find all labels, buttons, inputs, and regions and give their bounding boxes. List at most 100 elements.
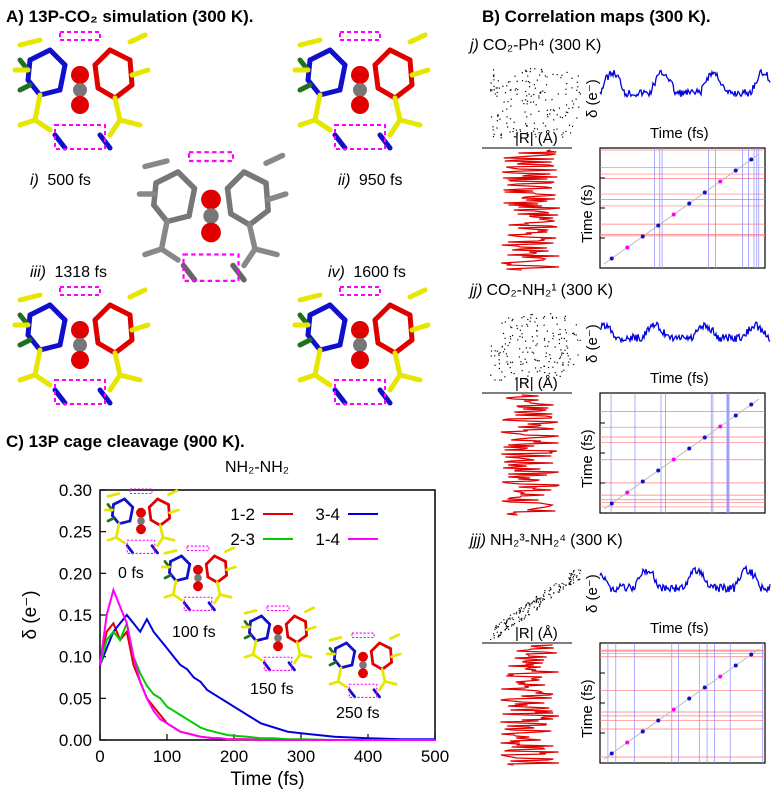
bond	[307, 302, 333, 318]
scatter-point	[509, 326, 512, 328]
bond	[263, 180, 271, 214]
scatter-point	[529, 320, 531, 322]
bond	[298, 653, 313, 659]
scatter-point	[500, 134, 502, 136]
scatter-point	[525, 90, 527, 93]
scatter-point	[492, 69, 495, 71]
map-temp: (300 K)	[570, 532, 622, 549]
panel-a-title: A) 13P-CO₂ simulation (300 K).	[6, 7, 254, 26]
bond	[215, 573, 228, 584]
map-point	[718, 179, 723, 184]
scatter-point	[496, 631, 498, 633]
hbond-bottom	[334, 379, 386, 405]
scatter-point	[576, 575, 578, 577]
scatter-point	[504, 348, 506, 350]
bond	[163, 549, 178, 555]
bond	[225, 565, 237, 572]
bond	[295, 641, 302, 656]
oxygen-atom	[71, 321, 89, 339]
scatter-point	[521, 72, 524, 74]
bond	[37, 342, 63, 353]
cleavage-snapshot-2	[240, 605, 317, 672]
bond	[286, 635, 299, 644]
scatter-point	[501, 322, 503, 324]
scatter-point	[570, 584, 572, 586]
scatter-point	[536, 598, 538, 601]
bond	[372, 47, 393, 68]
scatter-point	[492, 74, 495, 76]
scatter-point	[516, 327, 518, 330]
hbond-top	[186, 545, 210, 552]
map-point	[609, 751, 614, 756]
bond	[17, 37, 43, 48]
scatter-point	[536, 330, 538, 332]
bond	[186, 185, 198, 219]
scatter-point	[540, 68, 543, 71]
scatter-point	[519, 329, 522, 331]
hbond-top	[59, 31, 101, 41]
scatter-point	[540, 367, 542, 369]
scatter-point	[490, 638, 492, 641]
bond	[409, 322, 431, 333]
bond	[32, 347, 43, 378]
scatter-point	[539, 601, 542, 603]
scatter-point	[538, 605, 541, 608]
correlation-maps: j) CO₂-Ph⁴ (300 K)|R| (Å) Time (fs)δ (e⁻)Ti…	[468, 37, 771, 766]
scatter-point	[543, 595, 545, 597]
bond	[305, 332, 323, 353]
scatter-point	[495, 87, 497, 89]
scatter-point	[524, 606, 526, 608]
map-temp: (300 K)	[549, 37, 601, 54]
bond	[375, 85, 398, 101]
scatter-point	[542, 594, 545, 596]
bond	[334, 641, 348, 650]
scatter-point	[549, 113, 551, 115]
scatter-point	[506, 361, 508, 363]
scatter-point	[577, 75, 579, 77]
scatter-point	[553, 110, 556, 112]
bond	[251, 653, 263, 662]
scatter-point	[513, 613, 515, 615]
scatter-point	[543, 365, 545, 367]
bond	[305, 625, 317, 632]
series-line-3-4	[99, 613, 435, 741]
map-point	[640, 479, 645, 484]
scatter-point	[559, 586, 562, 588]
scatter-point	[528, 603, 530, 606]
map-title: jj) CO₂-NH₂¹ (300 K)	[468, 282, 613, 299]
scatter-point	[492, 126, 494, 128]
bond	[392, 95, 403, 123]
scatter-point	[527, 133, 529, 136]
scatter-point	[526, 134, 528, 136]
hbond-top	[339, 31, 381, 41]
scatter-point	[560, 354, 563, 356]
scatter-point	[544, 91, 546, 94]
scatter-point	[513, 622, 516, 625]
bond	[112, 82, 135, 101]
scatter-point	[559, 587, 562, 589]
scatter-point	[535, 317, 538, 319]
scatter-point	[494, 364, 496, 366]
hbond-bottom	[54, 124, 106, 150]
scatter-point	[556, 128, 558, 130]
scatter-point	[568, 361, 570, 363]
scatter-point	[515, 613, 517, 615]
scatter-point	[498, 352, 500, 355]
scatter-point	[558, 591, 560, 593]
scatter-point	[497, 114, 499, 116]
scatter-point	[535, 601, 537, 604]
scatter-point	[539, 598, 541, 600]
bond	[336, 680, 348, 689]
scatter-point	[571, 87, 573, 89]
map-ylabel: Time (fs)	[579, 429, 596, 488]
scatter-point	[505, 353, 508, 355]
map-point	[671, 212, 676, 217]
scatter-point	[562, 132, 564, 134]
scatter-point	[521, 100, 523, 102]
map-xlabel-left: |R| (Å)	[515, 130, 558, 147]
scatter-point	[573, 333, 575, 336]
bond	[112, 497, 126, 506]
scatter-point	[536, 325, 539, 327]
scatter-point	[551, 317, 554, 319]
